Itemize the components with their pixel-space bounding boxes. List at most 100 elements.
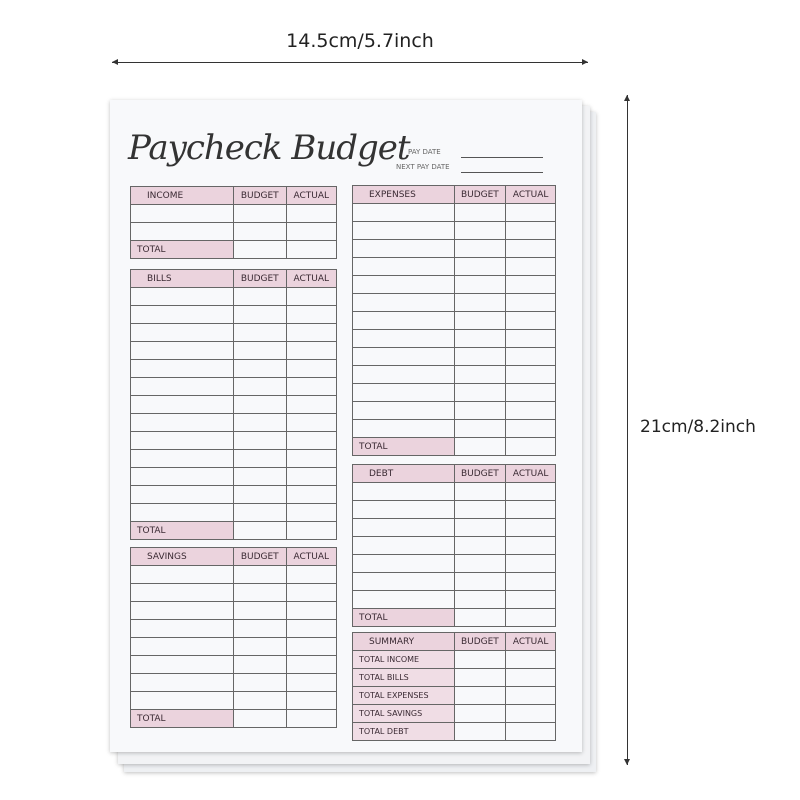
budget-cell[interactable] xyxy=(233,503,287,522)
actual-cell[interactable] xyxy=(285,583,338,602)
budget-total-cell[interactable] xyxy=(453,608,507,627)
budget-cell[interactable] xyxy=(233,204,287,223)
pay-date-field[interactable] xyxy=(461,157,543,158)
item-cell[interactable] xyxy=(352,365,455,384)
budget-cell[interactable] xyxy=(233,601,287,620)
actual-cell[interactable] xyxy=(505,500,556,519)
actual-total-cell[interactable] xyxy=(505,608,556,627)
budget-total-cell[interactable] xyxy=(233,521,287,540)
budget-cell[interactable] xyxy=(233,341,287,360)
actual-cell[interactable] xyxy=(505,239,556,258)
budget-cell[interactable] xyxy=(453,419,507,438)
item-cell[interactable] xyxy=(130,449,234,468)
actual-cell[interactable] xyxy=(505,536,556,555)
budget-cell[interactable] xyxy=(453,536,507,555)
item-cell[interactable] xyxy=(352,401,455,420)
item-cell[interactable] xyxy=(130,583,234,602)
actual-cell[interactable] xyxy=(285,565,338,584)
item-cell[interactable] xyxy=(130,691,234,710)
budget-cell[interactable] xyxy=(453,554,507,573)
budget-cell[interactable] xyxy=(453,275,507,294)
item-cell[interactable] xyxy=(352,536,455,555)
item-cell[interactable] xyxy=(352,572,455,591)
budget-cell[interactable] xyxy=(453,518,507,537)
budget-cell[interactable] xyxy=(233,637,287,656)
item-cell[interactable] xyxy=(352,554,455,573)
item-cell[interactable] xyxy=(352,590,455,609)
budget-total-cell[interactable] xyxy=(453,437,507,456)
budget-cell[interactable] xyxy=(453,383,507,402)
actual-cell[interactable] xyxy=(505,203,556,222)
actual-cell[interactable] xyxy=(285,673,338,692)
budget-cell[interactable] xyxy=(453,221,507,240)
actual-cell[interactable] xyxy=(285,413,338,432)
actual-cell[interactable] xyxy=(285,341,338,360)
budget-cell[interactable] xyxy=(233,619,287,638)
budget-cell[interactable] xyxy=(233,565,287,584)
budget-cell[interactable] xyxy=(233,377,287,396)
item-cell[interactable] xyxy=(130,619,234,638)
item-cell[interactable] xyxy=(130,673,234,692)
item-cell[interactable] xyxy=(130,431,234,450)
item-cell[interactable] xyxy=(352,329,455,348)
item-cell[interactable] xyxy=(130,395,234,414)
item-cell[interactable] xyxy=(130,655,234,674)
item-cell[interactable] xyxy=(352,347,455,366)
actual-cell[interactable] xyxy=(285,637,338,656)
budget-cell[interactable] xyxy=(233,467,287,486)
budget-cell[interactable] xyxy=(233,287,287,306)
budget-cell[interactable] xyxy=(233,305,287,324)
actual-cell[interactable] xyxy=(505,347,556,366)
item-cell[interactable] xyxy=(130,305,234,324)
actual-cell[interactable] xyxy=(285,691,338,710)
actual-cell[interactable] xyxy=(285,287,338,306)
item-cell[interactable] xyxy=(352,500,455,519)
actual-cell[interactable] xyxy=(285,305,338,324)
item-cell[interactable] xyxy=(130,467,234,486)
budget-cell[interactable] xyxy=(453,482,507,501)
actual-cell[interactable] xyxy=(285,655,338,674)
budget-cell[interactable] xyxy=(453,239,507,258)
item-cell[interactable] xyxy=(130,503,234,522)
item-cell[interactable] xyxy=(352,221,455,240)
item-cell[interactable] xyxy=(352,311,455,330)
budget-cell[interactable] xyxy=(453,257,507,276)
actual-cell[interactable] xyxy=(505,554,556,573)
item-cell[interactable] xyxy=(130,323,234,342)
item-cell[interactable] xyxy=(130,359,234,378)
budget-cell[interactable] xyxy=(453,590,507,609)
item-cell[interactable] xyxy=(352,518,455,537)
actual-cell[interactable] xyxy=(505,482,556,501)
actual-cell[interactable] xyxy=(505,365,556,384)
budget-cell[interactable] xyxy=(233,323,287,342)
actual-cell[interactable] xyxy=(285,467,338,486)
item-cell[interactable] xyxy=(130,485,234,504)
budget-cell[interactable] xyxy=(453,668,507,687)
actual-cell[interactable] xyxy=(505,572,556,591)
actual-cell[interactable] xyxy=(505,518,556,537)
item-cell[interactable] xyxy=(352,239,455,258)
budget-cell[interactable] xyxy=(453,365,507,384)
item-cell[interactable] xyxy=(130,377,234,396)
item-cell[interactable] xyxy=(130,637,234,656)
actual-cell[interactable] xyxy=(505,419,556,438)
actual-cell[interactable] xyxy=(505,401,556,420)
item-cell[interactable] xyxy=(352,293,455,312)
actual-total-cell[interactable] xyxy=(285,240,338,259)
actual-cell[interactable] xyxy=(505,275,556,294)
budget-cell[interactable] xyxy=(233,449,287,468)
budget-cell[interactable] xyxy=(453,704,507,723)
item-cell[interactable] xyxy=(352,203,455,222)
actual-cell[interactable] xyxy=(285,359,338,378)
item-cell[interactable] xyxy=(130,287,234,306)
actual-cell[interactable] xyxy=(505,221,556,240)
budget-cell[interactable] xyxy=(233,413,287,432)
actual-total-cell[interactable] xyxy=(285,521,338,540)
actual-cell[interactable] xyxy=(285,619,338,638)
budget-cell[interactable] xyxy=(233,431,287,450)
budget-cell[interactable] xyxy=(233,485,287,504)
item-cell[interactable] xyxy=(130,565,234,584)
budget-total-cell[interactable] xyxy=(233,240,287,259)
budget-cell[interactable] xyxy=(233,673,287,692)
actual-cell[interactable] xyxy=(285,222,338,241)
